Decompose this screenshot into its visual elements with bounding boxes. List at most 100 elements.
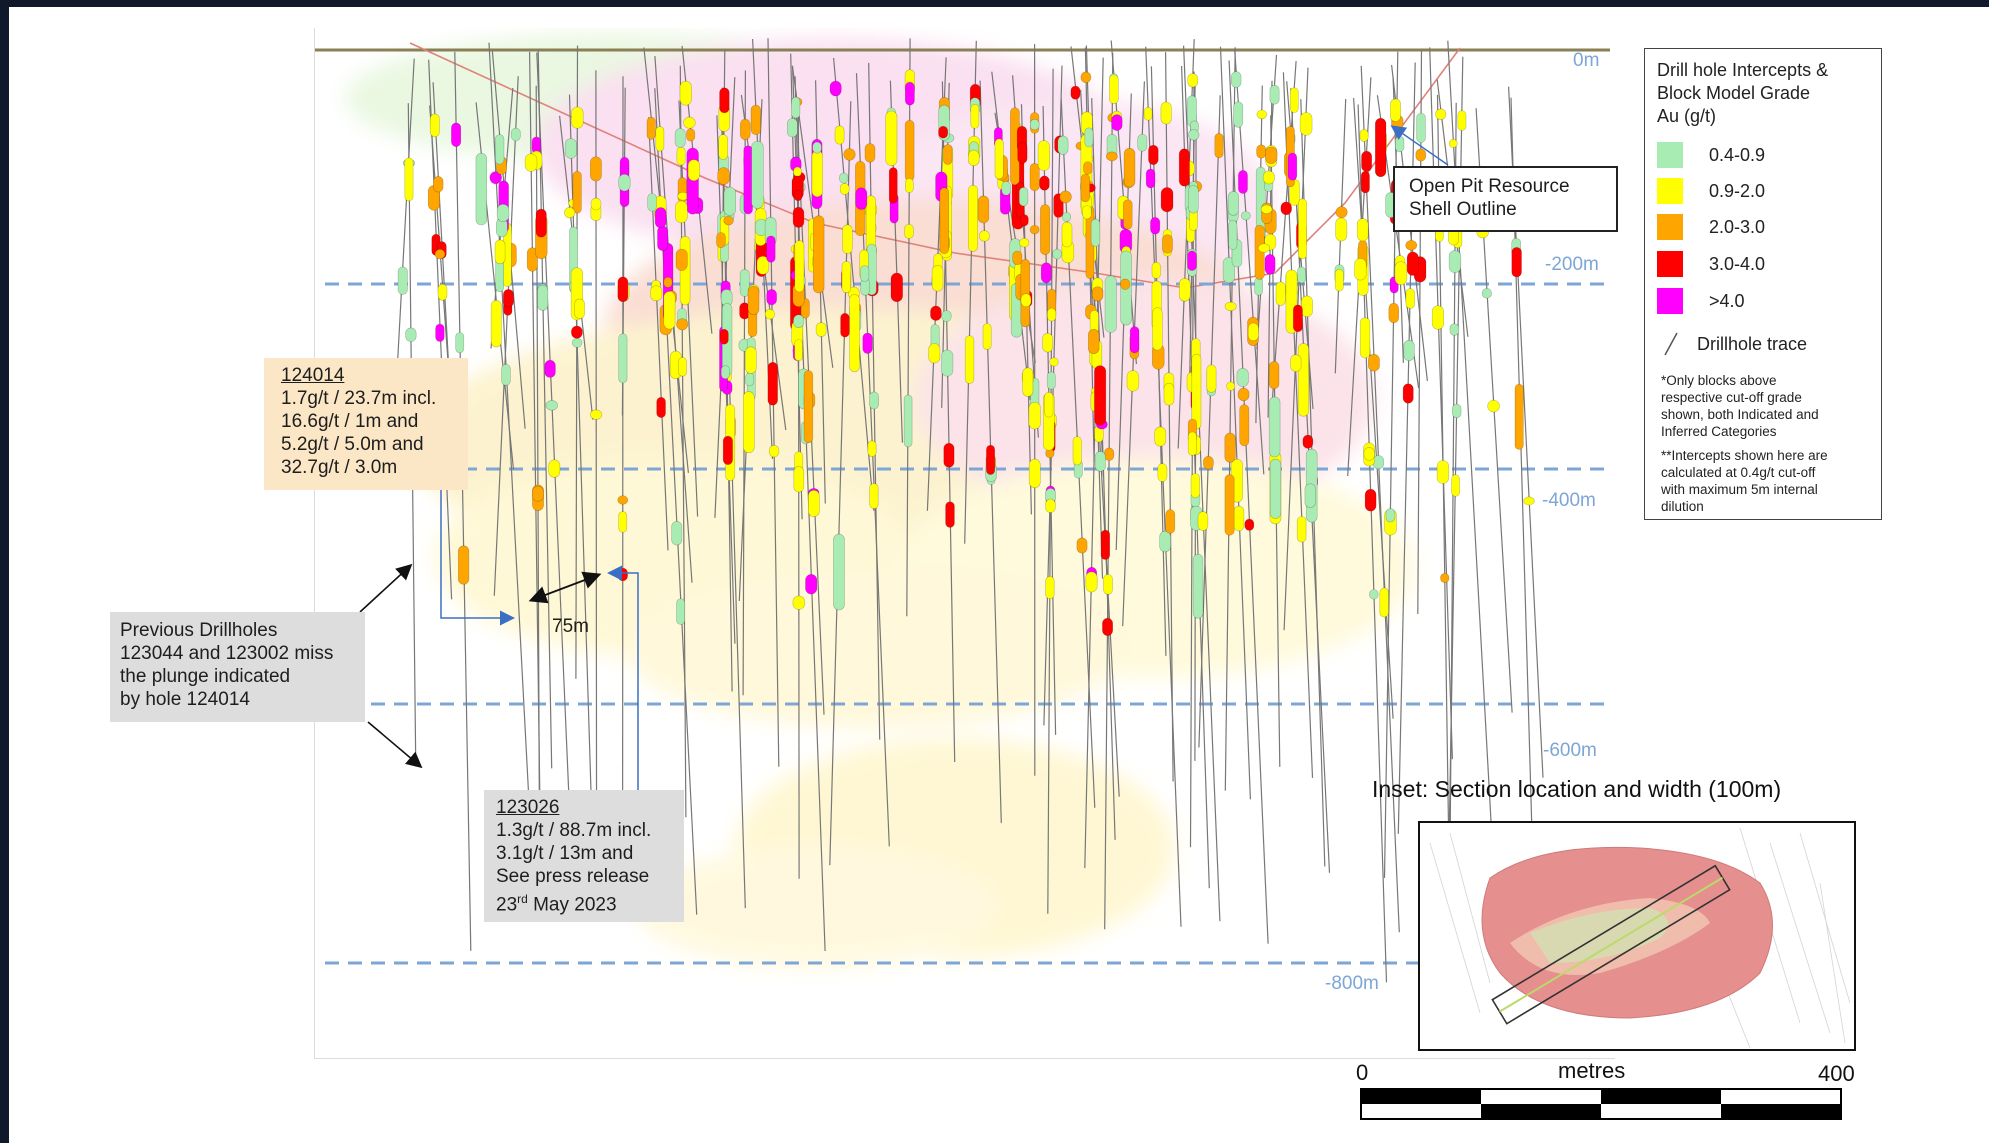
callout-124014-id: 124014: [281, 365, 345, 386]
drillhole-intercept: [1511, 247, 1522, 278]
drillhole-intercept: [1203, 455, 1214, 470]
drillhole-intercept: [1403, 339, 1415, 361]
drillhole-intercept: [1040, 262, 1052, 283]
drillhole-intercept: [1256, 144, 1267, 159]
note2-line3: with maximum 5m internal: [1661, 482, 1818, 497]
drillhole-intercept: [1363, 447, 1375, 461]
drillhole-intercept: [1076, 537, 1088, 554]
drillhole-intercept: [1226, 381, 1236, 391]
callout-123026-line1: 1.3g/t / 88.7m incl.: [496, 820, 652, 841]
drillhole-intercept: [1057, 135, 1069, 155]
drillhole-intercept: [1178, 148, 1190, 187]
previous-line4: by hole 124014: [120, 689, 250, 710]
drillhole-intercept: [839, 172, 849, 184]
drillhole-trace: [1084, 57, 1104, 869]
drillhole-trace: [1165, 52, 1174, 782]
drillhole-intercept: [867, 440, 877, 457]
drillhole-intercept: [1356, 218, 1369, 242]
drillhole-intercept: [1080, 173, 1091, 203]
drillhole-intercept: [435, 323, 445, 342]
scale-unit-label: metres: [1558, 1058, 1626, 1083]
drillhole-intercept: [745, 346, 757, 374]
legend-swatch-3: [1657, 251, 1683, 277]
drillhole-intercept: [766, 289, 777, 306]
callout-124014: 124014 1.7g/t / 23.7m incl. 16.6g/t / 1m…: [264, 358, 468, 490]
drillhole-intercept: [1028, 458, 1041, 489]
scale-max-label: 400: [1818, 1061, 1855, 1086]
drillhole-intercept: [1090, 218, 1101, 247]
drillhole-intercept: [1192, 553, 1204, 619]
drillhole-intercept: [1290, 354, 1302, 372]
drillhole-trace: [1283, 67, 1309, 631]
drillhole-trace: [1145, 46, 1182, 927]
note1-line3: shown, both Indicated and: [1661, 407, 1819, 422]
drillhole-intercept: [1129, 326, 1140, 354]
drillhole-intercept: [1160, 101, 1172, 125]
open-pit-line2: Shell Outline: [1409, 199, 1517, 220]
callout-124014-line3: 5.2g/t / 5.0m and: [281, 434, 424, 455]
drillhole-intercept: [722, 435, 733, 465]
drillhole-intercept: [849, 294, 860, 373]
drillhole-intercept: [1296, 516, 1307, 543]
drillhole-intercept: [1012, 250, 1023, 265]
note2-line1: **Intercepts shown here are: [1661, 448, 1828, 463]
drillhole-intercept: [1334, 269, 1344, 292]
drillhole-intercept: [1264, 146, 1278, 164]
drillhole-intercept: [434, 249, 446, 260]
drillhole-intercept: [1394, 261, 1408, 286]
drillhole-intercept: [564, 138, 577, 159]
drillhole-intercept: [978, 230, 990, 242]
drillhole-trace: [1198, 95, 1221, 748]
drillhole-intercept: [903, 394, 913, 448]
drillhole-intercept: [535, 208, 547, 238]
drillhole-intercept: [663, 291, 676, 330]
drillhole-intercept: [840, 312, 850, 338]
callout-123026: 123026 1.3g/t / 88.7m incl. 3.1g/t / 13m…: [484, 790, 684, 922]
drillhole-intercept: [1359, 129, 1369, 142]
drillhole-intercept: [1451, 474, 1460, 497]
drillhole-intercept: [1224, 301, 1237, 312]
drillhole-intercept: [545, 400, 558, 411]
legend-trace-label: Drillhole trace: [1697, 333, 1808, 354]
drillhole-intercept: [745, 372, 755, 387]
legend-label-0: 0.4-0.9: [1709, 144, 1766, 165]
legend-label-4: >4.0: [1709, 290, 1745, 311]
drillhole-intercept: [1448, 139, 1458, 148]
drillhole-intercept: [862, 332, 873, 354]
drillhole-intercept: [1044, 391, 1054, 418]
drillhole-intercept: [1082, 205, 1092, 220]
drillhole-trace: [595, 70, 598, 884]
drillhole-intercept: [834, 125, 845, 145]
drillhole-intercept: [1019, 214, 1029, 227]
drillhole-intercept: [723, 215, 734, 226]
drillhole-intercept: [683, 116, 696, 129]
drillhole-intercept: [792, 595, 806, 610]
drillhole-intercept: [571, 325, 583, 339]
drillhole-intercept: [1297, 266, 1306, 284]
drillhole-intercept: [1431, 305, 1444, 330]
drillhole-intercept: [1046, 371, 1056, 390]
drillhole-intercept: [572, 171, 582, 214]
inset-drawing: [1429, 827, 1851, 1049]
drillhole-intercept: [904, 120, 915, 182]
drillhole-intercept: [1375, 118, 1387, 178]
depth-label-400m: -400m: [1542, 490, 1596, 511]
note2-line2: calculated at 0.4g/t cut-off: [1661, 465, 1816, 480]
drillhole-intercept: [964, 335, 975, 384]
drillhole-intercept: [571, 337, 583, 348]
drillhole-trace: [536, 52, 575, 920]
drillhole-intercept: [455, 332, 465, 354]
drillhole-intercept: [904, 178, 914, 193]
callout-124014-line4: 32.7g/t / 3.0m: [281, 457, 398, 478]
drillhole-intercept: [654, 207, 667, 229]
note2-line4: dilution: [1661, 499, 1704, 514]
drillhole-intercept: [1262, 170, 1275, 185]
note1-line2: respective cut-off grade: [1661, 390, 1802, 405]
drillhole-intercept: [1187, 129, 1200, 141]
drillhole-intercept: [1222, 257, 1235, 284]
drillhole-intercept: [939, 187, 950, 254]
drillhole-intercept: [941, 349, 954, 377]
drillhole-intercept: [977, 195, 990, 224]
drillhole-intercept: [1236, 367, 1249, 387]
